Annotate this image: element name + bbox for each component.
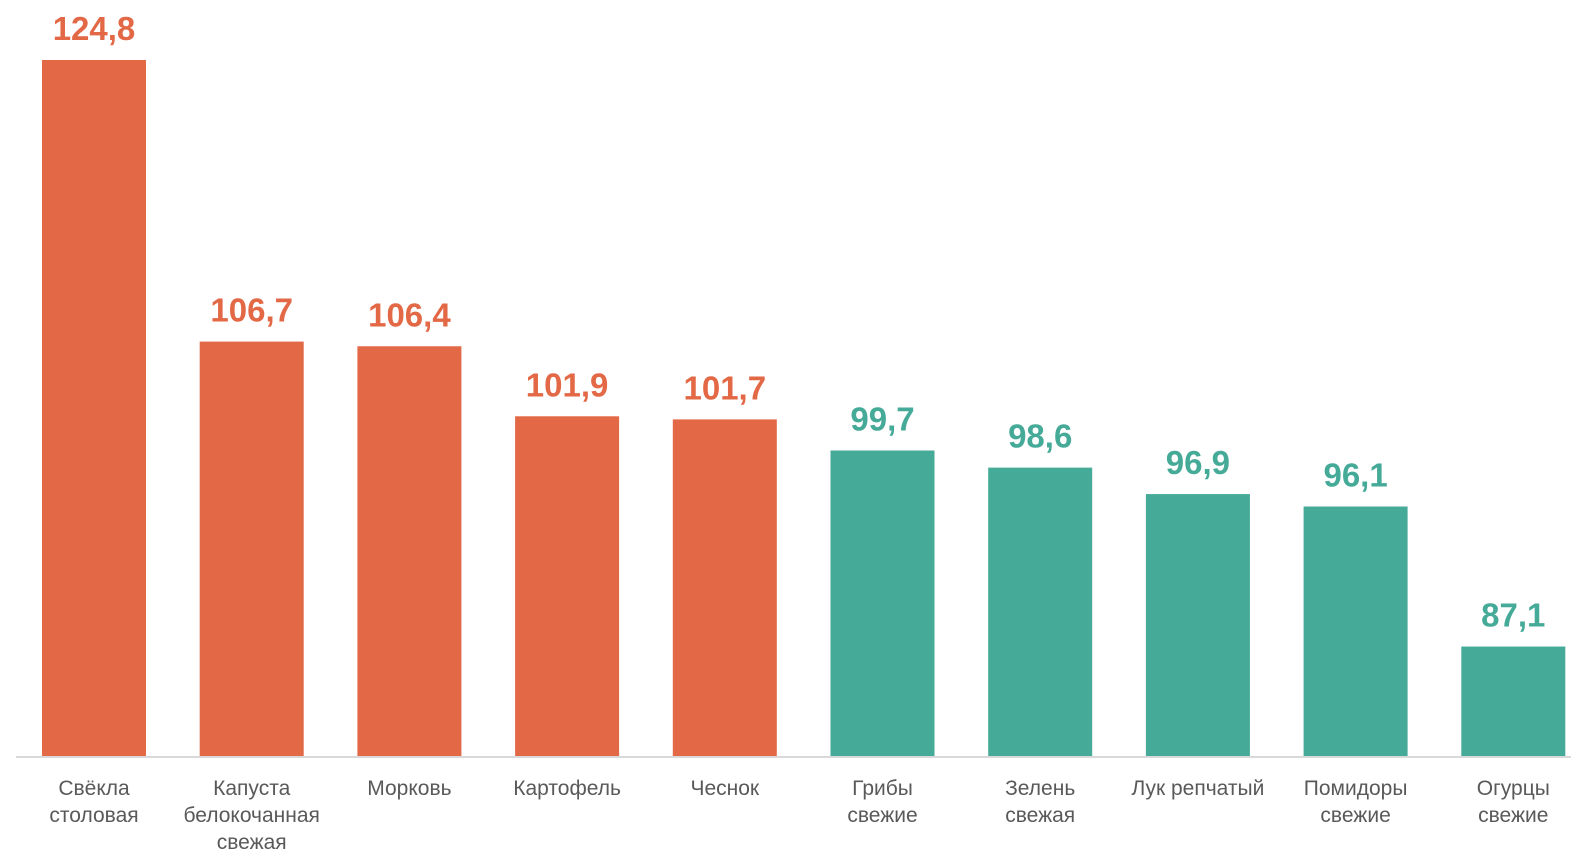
category-label-line: свежие: [1320, 804, 1390, 827]
category-label-line: свежая: [217, 831, 287, 852]
value-label: 101,9: [526, 366, 609, 403]
bar: [1303, 506, 1408, 757]
value-label: 98,6: [1008, 418, 1072, 455]
bar: [1145, 494, 1250, 757]
category-label-line: белокочанная: [183, 804, 319, 827]
category-label-line: Свёкла: [58, 777, 130, 800]
bar: [672, 419, 777, 757]
category-label-line: свежие: [1478, 804, 1548, 827]
category-label-line: Помидоры: [1304, 777, 1408, 800]
value-label: 106,4: [368, 296, 451, 333]
value-label: 87,1: [1481, 597, 1545, 634]
category-label: Лук репчатый: [1131, 777, 1264, 800]
category-label: Помидоры свежие: [1304, 777, 1408, 827]
bar: [830, 450, 935, 757]
category-label: Капуста белокочанная свежая: [183, 777, 319, 852]
bar: [357, 346, 462, 757]
bar: [199, 341, 304, 757]
category-label-line: Морковь: [367, 777, 451, 800]
value-label: 101,7: [684, 369, 767, 406]
category-label-line: свежая: [1005, 804, 1075, 827]
value-label: 96,9: [1166, 444, 1230, 481]
value-label: 99,7: [850, 401, 914, 438]
bar: [988, 467, 1093, 757]
bars-group: [42, 60, 1566, 757]
category-label: Чеснок: [690, 777, 759, 800]
category-label: Свёкла столовая: [49, 777, 138, 827]
bar: [42, 60, 146, 757]
category-labels-group: Свёкла столовая Капуста белокочанная свежая М…: [49, 777, 1549, 852]
category-label-line: Лук репчатый: [1131, 777, 1264, 800]
category-label-line: Капуста: [213, 777, 290, 800]
bar: [515, 416, 620, 757]
category-label-line: свежие: [847, 804, 917, 827]
category-label: Огурцы свежие: [1477, 777, 1550, 827]
category-label-line: Чеснок: [690, 777, 759, 800]
category-label: Грибы свежие: [847, 777, 917, 827]
category-label: Морковь: [367, 777, 451, 800]
category-label-line: столовая: [49, 804, 138, 827]
value-labels-group: 124,8 106,7 106,4 101,9 101,7 99,7 98,6 96,9 96,…: [53, 10, 1546, 634]
category-label: Зелень свежая: [1005, 777, 1075, 827]
category-label-line: Картофель: [513, 777, 621, 800]
category-label: Картофель: [513, 777, 621, 800]
category-label-line: Зелень: [1005, 777, 1075, 800]
value-label: 96,1: [1323, 457, 1387, 494]
category-label-line: Грибы: [852, 777, 913, 800]
category-label-line: Огурцы: [1477, 777, 1550, 800]
value-label: 124,8: [53, 10, 136, 47]
bar: [1461, 646, 1566, 757]
value-label: 106,7: [210, 292, 293, 329]
